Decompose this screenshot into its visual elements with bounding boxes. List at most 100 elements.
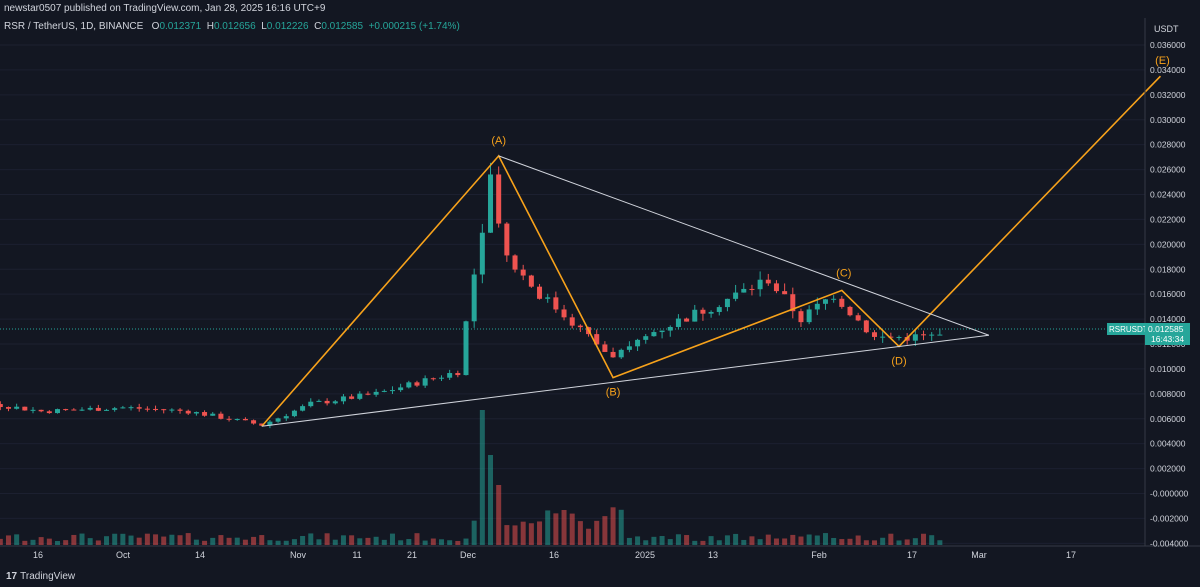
drawings [261, 75, 1162, 427]
triangle-upper-line[interactable] [498, 155, 990, 336]
triangle-lower-line[interactable] [261, 334, 989, 427]
time-tick-label: 11 [352, 550, 361, 560]
candle-body [749, 288, 755, 290]
price-tag-value-bg [1145, 323, 1190, 345]
volume-bar [921, 533, 927, 545]
candle-body [438, 377, 444, 379]
volume-bar [120, 533, 126, 545]
volume-bar [912, 538, 918, 545]
time-tick-label: Oct [116, 550, 131, 560]
candle-body [577, 325, 583, 328]
volume-bar [218, 535, 224, 545]
candle-body [218, 413, 224, 419]
symbol-legend: RSR / TetherUS, 1D, BINANCE O0.012371 H0… [4, 21, 460, 32]
candle-body [112, 408, 118, 410]
volume-bar [357, 538, 363, 545]
volume-bar [332, 539, 338, 545]
wave-label: (C) [836, 267, 851, 279]
volume-bar [635, 536, 641, 545]
volume-bar [798, 536, 804, 545]
volume-bar [896, 540, 902, 545]
volume-bar [55, 540, 60, 545]
brand-name: TradingView [20, 571, 76, 582]
volume-bar [814, 535, 820, 545]
candle-body [504, 223, 510, 256]
candle-body [463, 321, 469, 376]
volume-bar [202, 540, 208, 545]
volume-bar [733, 533, 739, 545]
candle-body [912, 334, 918, 341]
low-label: L [261, 21, 267, 32]
candle-body [275, 418, 281, 422]
candle-body [0, 404, 3, 408]
candle-body [610, 351, 616, 358]
candle-body [863, 320, 869, 333]
close-label: C [314, 21, 322, 32]
candle-body [153, 408, 159, 410]
price-tag-bg [1107, 323, 1145, 335]
volume-bar [95, 540, 101, 545]
volume-bar [937, 540, 943, 545]
volume-bar [406, 539, 412, 545]
price-tick-label: 0.022000 [1150, 214, 1186, 224]
volume-bar [169, 534, 175, 545]
volume-bar [251, 536, 257, 545]
volume-bar [340, 535, 346, 545]
candle-body [55, 409, 60, 414]
candle-body [553, 297, 559, 310]
volume-bar [144, 533, 150, 545]
wave-label: (D) [891, 355, 906, 367]
candle-body [880, 336, 886, 338]
volume-bar [528, 523, 534, 545]
candle-body [594, 334, 600, 345]
candle-body [782, 291, 788, 295]
volume-bar [87, 538, 93, 545]
volume-bar [692, 540, 698, 545]
price-tick-label: 0.024000 [1150, 190, 1186, 200]
volume-bars [0, 410, 943, 545]
candle-body [684, 318, 690, 322]
volume-bar [46, 538, 52, 545]
candle-body [5, 407, 11, 409]
change-value: +0.000215 (+1.74%) [368, 21, 460, 32]
volume-bar [177, 535, 183, 545]
open-value: 0.012371 [159, 21, 202, 32]
volume-bar [136, 537, 142, 545]
volume-bar [790, 534, 796, 545]
candle-body [79, 409, 85, 411]
candle-body [381, 390, 387, 392]
candle-body [365, 393, 371, 395]
price-tick-label: 0.008000 [1150, 389, 1186, 399]
volume-bar [626, 537, 632, 545]
candle-body [757, 279, 763, 290]
volume-bar [193, 539, 199, 545]
volume-bar [0, 538, 3, 545]
volume-bar [112, 533, 118, 545]
candle-body [716, 307, 722, 312]
volume-bar [675, 534, 681, 545]
time-axis[interactable]: 16 Oct 14 Nov 11 21 Dec 16 2025 13 Feb 17 Mar 17 [33, 550, 1076, 560]
volume-bar [30, 539, 36, 545]
price-tick-label: 0.014000 [1150, 314, 1186, 324]
price-tick-label: 0.030000 [1150, 115, 1186, 125]
volume-bar [496, 485, 502, 545]
volume-bar [259, 535, 265, 545]
price-tick-label: 0.010000 [1150, 364, 1186, 374]
candle-body [144, 408, 150, 410]
tradingview-brand[interactable]: 17 TradingView [6, 571, 75, 582]
volume-bar [667, 539, 673, 545]
close-value: 0.012585 [321, 21, 364, 32]
candle-body [71, 409, 77, 411]
candle-body [512, 255, 518, 270]
candle-body [234, 418, 240, 420]
volume-bar [324, 533, 330, 545]
symbol-name[interactable]: RSR / TetherUS, 1D, BINANCE [4, 21, 144, 32]
volume-bar [684, 535, 690, 545]
elliott-wave-line[interactable] [261, 75, 1162, 427]
volume-bar [651, 536, 657, 545]
candle-body [430, 378, 436, 380]
volume-bar [773, 538, 779, 545]
price-tick-label: 0.002000 [1150, 464, 1186, 474]
price-axis[interactable]: 0.036000 0.034000 0.032000 0.030000 0.028000… [1150, 40, 1189, 548]
